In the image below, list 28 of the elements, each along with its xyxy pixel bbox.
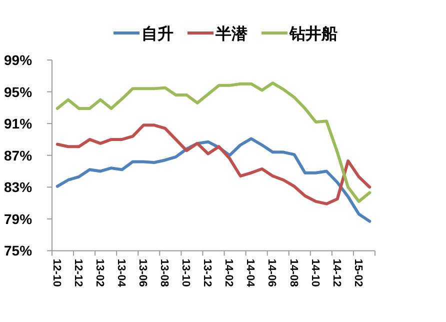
y-tick-label: 79% <box>4 210 33 227</box>
x-tick-label: 15-02 <box>352 258 364 287</box>
x-tick-label: 14-06 <box>266 258 278 287</box>
x-tick-label: 13-08 <box>158 258 170 287</box>
legend-label: 自升 <box>142 25 174 43</box>
x-tick-label: 14-10 <box>308 258 321 287</box>
y-tick-label: 83% <box>4 179 33 196</box>
x-tick-label: 13-10 <box>180 258 192 287</box>
line-series <box>56 137 372 223</box>
legend-label: 半潜 <box>214 25 248 43</box>
y-tick-label: 91% <box>4 116 33 132</box>
x-tick-label: 14-12 <box>330 258 342 287</box>
x-tick-label: 12-10 <box>50 258 62 287</box>
y-tick-label: 75% <box>4 242 33 259</box>
x-tick-label: 14-08 <box>287 258 300 287</box>
x-tick-label: 13-06 <box>136 258 149 287</box>
x-tick-label: 13-04 <box>114 258 127 288</box>
x-tick-label: 13-12 <box>201 258 214 287</box>
line-series <box>56 124 372 206</box>
legend-label: 钻井船 <box>288 25 338 43</box>
line-series <box>56 82 372 203</box>
x-tick-label: 14-04 <box>244 258 256 288</box>
y-tick-label: 87% <box>4 147 33 164</box>
y-tick-label: 99% <box>4 52 33 68</box>
x-tick-label: 13-02 <box>93 258 106 287</box>
x-tick-label: 14-02 <box>222 258 235 287</box>
y-tick-label: 95% <box>4 84 33 100</box>
x-tick-label: 12-12 <box>72 258 84 287</box>
